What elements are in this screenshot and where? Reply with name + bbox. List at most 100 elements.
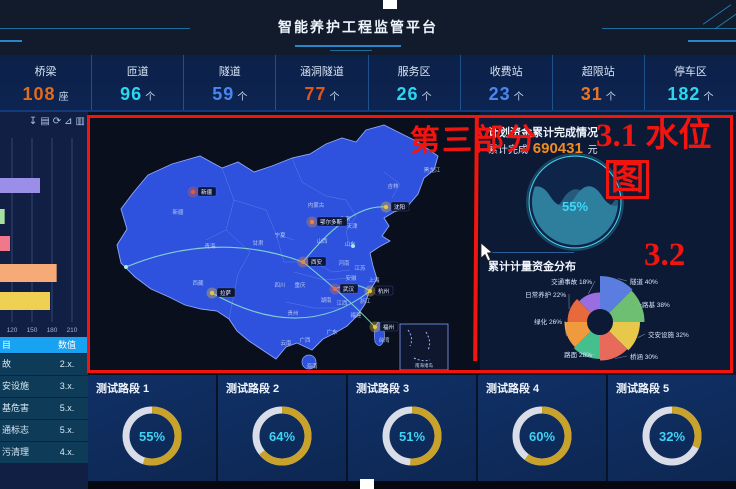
svg-text:天津: 天津 bbox=[346, 223, 358, 230]
road-section-card: 测试路段 5 32% bbox=[608, 375, 736, 481]
stat-item: 隧道 59 个 bbox=[183, 55, 275, 110]
stat-value: 59 bbox=[212, 84, 235, 104]
svg-text:55%: 55% bbox=[139, 429, 165, 444]
liquid-percent-label: 55% bbox=[562, 199, 588, 214]
svg-text:鄂尔多斯: 鄂尔多斯 bbox=[320, 218, 343, 226]
svg-text:安徽: 安徽 bbox=[345, 274, 357, 282]
app-header: 智能养护工程监管平台 bbox=[0, 0, 736, 55]
svg-text:64%: 64% bbox=[269, 429, 295, 444]
svg-text:广东: 广东 bbox=[326, 328, 338, 336]
left-chart-panel: ↧▤⟳⊿▥ 90120150180210 目数值故2.x.安设施3.x.基危害5… bbox=[0, 112, 88, 489]
stat-value: 77 bbox=[304, 84, 327, 104]
stat-unit: 个 bbox=[605, 92, 616, 103]
chart-toolbar: ↧ ▤ ⟳ ⊿ ▥ bbox=[29, 116, 85, 128]
funds-prefix: 累计完成 bbox=[488, 145, 528, 156]
svg-text:新疆: 新疆 bbox=[201, 188, 213, 196]
china-outline bbox=[116, 124, 439, 360]
stat-item: 桥梁 108 座 bbox=[0, 55, 91, 110]
stat-label: 服务区 bbox=[397, 66, 431, 78]
china-map-canvas[interactable]: 新疆青海西藏甘肃四川云南内蒙古宁夏山西北京天津吉林黑龙江山东河南江苏上海安徽浙江… bbox=[88, 112, 480, 375]
funds-title: 计划资金累计完成情况 bbox=[488, 127, 598, 139]
svg-text:新疆: 新疆 bbox=[172, 208, 184, 216]
stat-label: 桥梁 bbox=[34, 66, 57, 78]
tab-notch bbox=[383, 0, 397, 9]
svg-text:日常养护 22%: 日常养护 22% bbox=[525, 290, 566, 299]
stat-value: 31 bbox=[580, 84, 603, 104]
road-section-card: 测试路段 2 64% bbox=[218, 375, 346, 481]
svg-text:内蒙古: 内蒙古 bbox=[308, 201, 325, 209]
svg-text:上海: 上海 bbox=[368, 276, 380, 284]
svg-text:四川: 四川 bbox=[274, 282, 285, 289]
road-section-card: 测试路段 4 60% bbox=[478, 375, 606, 481]
stat-item: 停车区 182 个 bbox=[643, 55, 736, 110]
svg-text:拉萨: 拉萨 bbox=[220, 289, 232, 297]
data-view-icon[interactable]: ▤ bbox=[40, 116, 50, 127]
svg-text:青海: 青海 bbox=[204, 242, 216, 250]
svg-text:山西: 山西 bbox=[316, 237, 328, 245]
svg-text:西安: 西安 bbox=[311, 258, 323, 266]
svg-text:重庆: 重庆 bbox=[294, 281, 306, 289]
header-decor-line bbox=[0, 28, 190, 29]
svg-text:隧道 40%: 隧道 40% bbox=[630, 277, 658, 286]
svg-text:60%: 60% bbox=[529, 429, 555, 444]
svg-text:河南: 河南 bbox=[338, 259, 350, 267]
stat-label: 隧道 bbox=[218, 66, 241, 78]
road-section-label: 测试路段 2 bbox=[226, 383, 280, 395]
header-decor-line bbox=[602, 28, 736, 29]
rose-donut-chart[interactable]: 隧道 40% 路基 38% 交安设施 32% 桥涵 30% 路面 28% 绿化 26% 日常… bbox=[480, 270, 736, 375]
restore-icon[interactable]: ⟳ bbox=[52, 116, 62, 127]
svg-text:210: 210 bbox=[67, 327, 78, 334]
stat-item: 服务区 26 个 bbox=[367, 55, 460, 110]
road-section-cards: 测试路段 1 55% 测试路段 2 64% 测试路段 3 51% 测试路段 4 60% 测试路段… bbox=[88, 375, 736, 481]
svg-text:150: 150 bbox=[27, 327, 38, 334]
right-panel: 计划资金累计完成情况 累计完成 690431 元 55% 累计计量资金分布 隧道… bbox=[480, 112, 736, 375]
table-row: 故 2.x. bbox=[0, 354, 88, 375]
funds-unit: 元 bbox=[587, 145, 598, 156]
data-table: 目 数值故 2.x. 安设施 3.x. 基危害 5.x. 通标志 5.x. 污清理 4.x. bbox=[0, 337, 88, 463]
stat-label: 停车区 bbox=[673, 66, 707, 78]
bar-type-icon[interactable]: ▥ bbox=[75, 116, 85, 127]
svg-text:路基 38%: 路基 38% bbox=[642, 300, 670, 309]
line-type-icon[interactable]: ⊿ bbox=[64, 116, 73, 127]
road-section-card: 测试路段 1 55% bbox=[88, 375, 216, 481]
arc-dot bbox=[351, 244, 355, 248]
svg-text:贵州: 贵州 bbox=[287, 309, 298, 317]
svg-text:沈阳: 沈阳 bbox=[394, 203, 405, 211]
south-china-sea-inset: 南海诸岛 bbox=[399, 323, 449, 371]
bar-chart-canvas[interactable]: 90120150180210 bbox=[0, 130, 88, 352]
stat-value: 96 bbox=[120, 84, 143, 104]
svg-text:绿化 26%: 绿化 26% bbox=[534, 317, 562, 326]
stat-label: 匝道 bbox=[126, 66, 149, 78]
svg-text:甘肃: 甘肃 bbox=[252, 239, 264, 247]
stat-value: 182 bbox=[667, 84, 701, 104]
svg-text:路面 28%: 路面 28% bbox=[564, 350, 592, 359]
distribution-title: 累计计量资金分布 bbox=[488, 261, 576, 273]
white-marker bbox=[360, 479, 374, 489]
svg-text:黑龙江: 黑龙江 bbox=[424, 166, 441, 174]
svg-text:福建: 福建 bbox=[350, 311, 362, 319]
svg-text:云南: 云南 bbox=[280, 339, 292, 347]
svg-text:福州: 福州 bbox=[383, 323, 394, 331]
inset-label: 南海诸岛 bbox=[415, 362, 433, 369]
map-panel: 新疆青海西藏甘肃四川云南内蒙古宁夏山西北京天津吉林黑龙江山东河南江苏上海安徽浙江… bbox=[88, 112, 480, 375]
stat-value: 26 bbox=[396, 84, 419, 104]
liquid-fill-chart[interactable]: 55% bbox=[520, 147, 630, 257]
ring-gauge: 51% bbox=[382, 406, 442, 466]
svg-text:51%: 51% bbox=[399, 429, 425, 444]
svg-text:交通事故 18%: 交通事故 18% bbox=[551, 277, 592, 286]
save-image-icon[interactable]: ↧ bbox=[28, 116, 38, 127]
table-row: 基危害 5.x. bbox=[0, 398, 88, 419]
panel-divider bbox=[484, 252, 574, 253]
bottom-strip bbox=[88, 481, 736, 489]
funds-summary: 累计完成 690431 元 bbox=[488, 140, 598, 157]
svg-text:山东: 山东 bbox=[344, 240, 356, 248]
road-section-label: 测试路段 3 bbox=[356, 383, 410, 395]
road-section-label: 测试路段 4 bbox=[486, 383, 540, 395]
svg-text:海南: 海南 bbox=[306, 362, 318, 370]
stat-unit: 座 bbox=[58, 92, 69, 103]
stat-label: 收费站 bbox=[489, 66, 523, 78]
flight-arcs bbox=[125, 206, 387, 328]
table-header: 目 bbox=[2, 340, 12, 350]
svg-text:江西: 江西 bbox=[336, 300, 348, 307]
